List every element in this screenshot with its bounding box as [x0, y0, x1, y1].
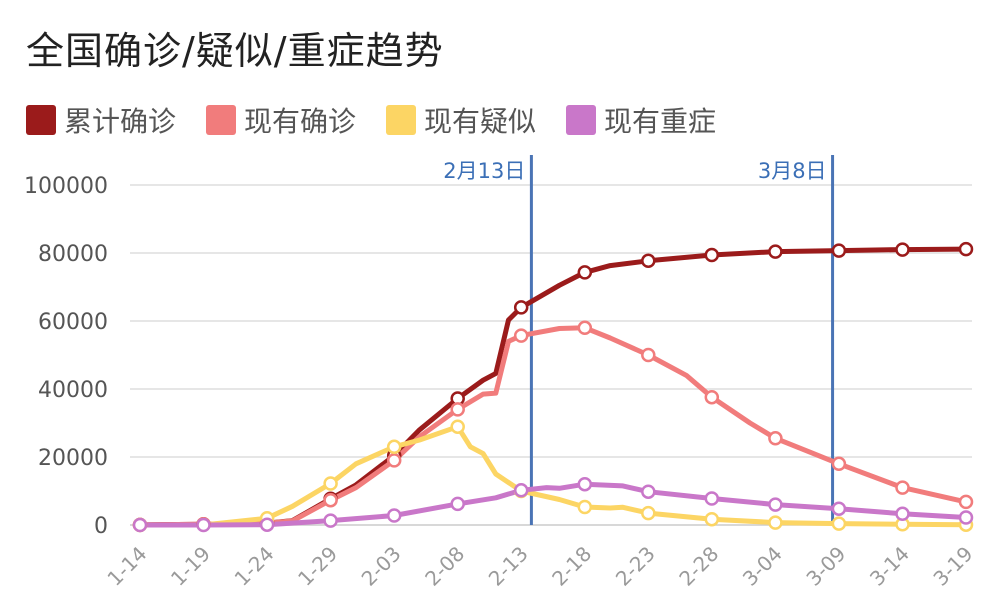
y-tick-label: 40000 — [38, 378, 108, 403]
legend-item-severe: 现有重症 — [566, 100, 716, 140]
x-tick-label: 2-13 — [484, 542, 533, 591]
data-point — [895, 480, 910, 495]
data-point — [895, 506, 910, 522]
x-tick-label: 3-04 — [738, 542, 787, 591]
data-point — [323, 492, 338, 508]
data-point — [895, 242, 910, 257]
data-point — [958, 494, 974, 510]
data-point — [831, 456, 847, 472]
data-point — [704, 491, 720, 506]
data-point — [450, 419, 465, 434]
x-tick-label: 1-29 — [293, 542, 342, 591]
x-tick-label: 2-28 — [674, 542, 723, 591]
data-point — [704, 389, 720, 405]
legend-label-current-confirmed: 现有确诊 — [244, 105, 357, 138]
legend-item-current-confirmed: 现有确诊 — [206, 100, 356, 140]
data-point — [132, 517, 148, 533]
chart-title: 全国确诊/疑似/重症趋势 — [26, 29, 444, 73]
data-point — [958, 241, 974, 257]
y-tick-label: 100000 — [24, 174, 108, 199]
legend-label-cumulative: 累计确诊 — [64, 105, 177, 138]
data-point — [768, 497, 783, 512]
x-tick-label: 2-23 — [611, 542, 660, 591]
legend-label-suspected: 现有疑似 — [424, 105, 537, 138]
x-tick-label: 3-14 — [865, 542, 914, 591]
series-line — [137, 325, 969, 528]
data-point — [386, 453, 402, 468]
data-point — [641, 253, 656, 269]
y-tick-label: 60000 — [38, 310, 108, 335]
legend: 累计确诊 现有确诊 现有疑似 现有重症 — [26, 100, 746, 140]
data-point — [450, 496, 465, 512]
legend-item-cumulative: 累计确诊 — [26, 100, 176, 140]
y-tick-label: 0 — [94, 514, 108, 539]
x-tick-label: 3-19 — [928, 542, 977, 591]
data-point — [577, 320, 593, 336]
data-point — [704, 247, 720, 263]
x-tick-label: 1-24 — [230, 542, 279, 591]
legend-swatch-cumulative — [26, 105, 56, 135]
data-point — [513, 483, 529, 498]
series-line — [137, 481, 969, 528]
x-tick-label: 2-08 — [420, 542, 469, 591]
annotation-label: 2月13日 — [443, 159, 525, 183]
x-tick-label: 2-03 — [357, 542, 406, 591]
data-point — [196, 517, 211, 533]
data-point — [831, 501, 847, 516]
legend-swatch-current-confirmed — [206, 105, 237, 135]
x-tick-label: 1-19 — [166, 542, 215, 591]
data-point — [831, 243, 847, 258]
data-point — [768, 515, 783, 530]
series-line — [137, 424, 969, 528]
data-point — [958, 510, 974, 525]
x-tick-label: 3-09 — [801, 542, 850, 591]
data-point — [831, 516, 847, 531]
data-point — [641, 347, 656, 363]
data-point — [386, 508, 402, 523]
data-point — [768, 431, 783, 446]
y-tick-label: 20000 — [38, 446, 108, 471]
x-tick-label: 1-14 — [102, 542, 151, 591]
legend-label-severe: 现有重症 — [604, 105, 717, 138]
data-point — [386, 439, 402, 455]
legend-item-suspected: 现有疑似 — [386, 100, 536, 140]
data-point — [323, 513, 338, 528]
data-point — [704, 511, 720, 527]
data-point — [768, 244, 783, 259]
legend-swatch-suspected — [386, 105, 417, 135]
data-point — [641, 484, 656, 499]
data-point — [323, 476, 338, 491]
data-point — [577, 499, 593, 515]
data-point — [259, 517, 275, 532]
y-tick-label: 80000 — [38, 242, 108, 267]
data-point — [577, 265, 593, 280]
data-point — [641, 505, 656, 521]
legend-swatch-severe — [566, 105, 597, 135]
annotation-label: 3月8日 — [758, 159, 827, 183]
data-point — [513, 300, 529, 315]
data-point — [450, 402, 465, 417]
data-point — [513, 328, 529, 343]
x-tick-label: 2-18 — [547, 542, 596, 591]
series-line — [137, 246, 969, 528]
data-point — [577, 476, 593, 492]
